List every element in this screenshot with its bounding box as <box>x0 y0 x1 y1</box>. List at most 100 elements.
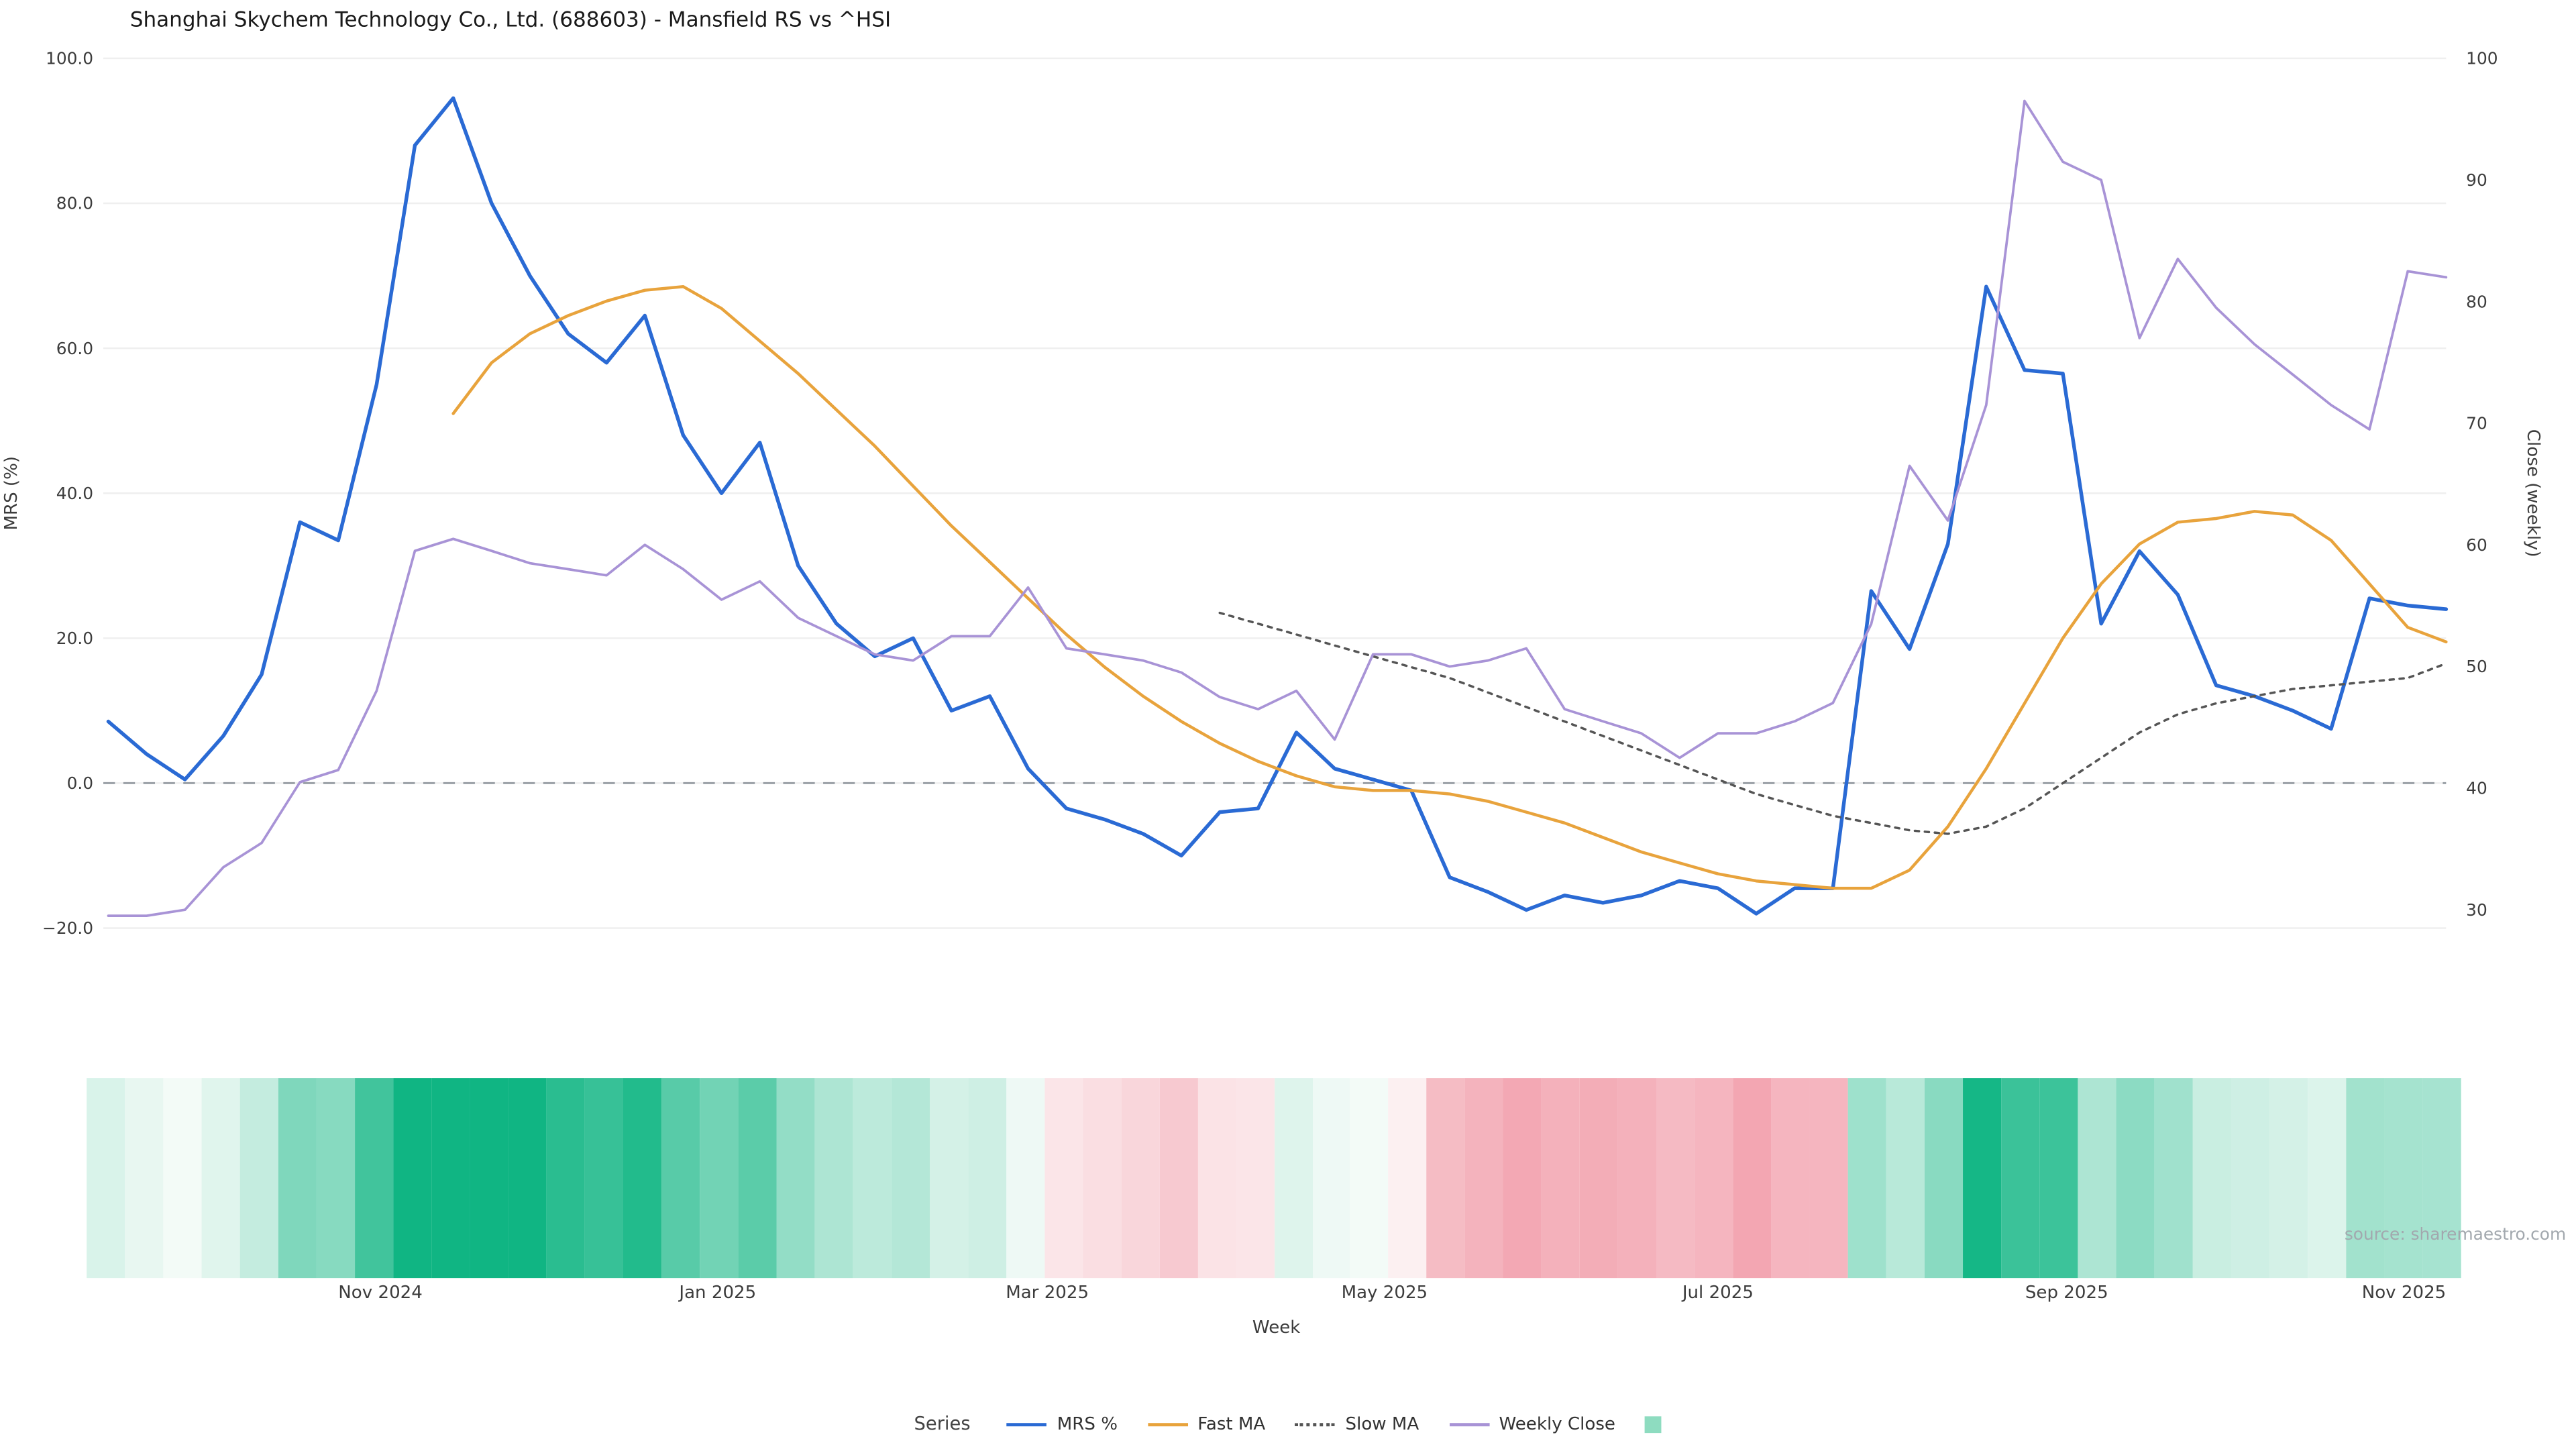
heatmap-cell <box>1350 1078 1389 1279</box>
heatmap-cell <box>1656 1078 1695 1279</box>
heatmap-cell <box>508 1078 547 1279</box>
x-axis-tick: May 2025 <box>1342 1283 1428 1303</box>
heatmap-cell <box>2039 1078 2078 1279</box>
left-axis-tick: 80.0 <box>56 194 93 213</box>
series-slow-ma <box>1218 611 2448 835</box>
heatmap-cell <box>891 1078 930 1279</box>
heatmap-cell <box>2384 1078 2423 1279</box>
heatmap-cell <box>929 1078 968 1279</box>
x-axis-tick: Jul 2025 <box>1681 1283 1754 1303</box>
left-axis-tick: 20.0 <box>56 629 93 648</box>
heatmap-cell <box>1772 1078 1811 1279</box>
heatmap-cell <box>2308 1078 2347 1279</box>
right-axis-tick: 50 <box>2466 657 2487 676</box>
heatmap-cell <box>1159 1078 1197 1279</box>
heatmap-cell <box>737 1078 776 1279</box>
heatmap-cell <box>1886 1078 1925 1279</box>
heatmap-cell <box>470 1078 508 1279</box>
legend-item-heatmap <box>1645 1415 1662 1432</box>
heatmap-cell <box>967 1078 1006 1279</box>
line-swatch-icon <box>1448 1422 1489 1426</box>
heatmap-swatch-icon <box>1645 1415 1662 1432</box>
left-axis-tick: 60.0 <box>56 339 93 358</box>
legend-item-weekly-close: Weekly Close <box>1448 1414 1615 1434</box>
heatmap-cell <box>623 1078 661 1279</box>
x-axis-tick: Nov 2025 <box>2362 1283 2447 1303</box>
heatmap-cell <box>1197 1078 1236 1279</box>
heatmap-cell <box>1503 1078 1542 1279</box>
heatmap-cell <box>2001 1078 2040 1279</box>
heatmap-cell <box>1963 1078 2002 1279</box>
heatmap-cell <box>1082 1078 1121 1279</box>
heatmap-cell <box>1580 1078 1619 1279</box>
heatmap-cell <box>2116 1078 2155 1279</box>
heatmap-cell <box>316 1078 355 1279</box>
left-axis-tick: 40.0 <box>56 484 93 503</box>
heatmap-cell <box>125 1078 164 1279</box>
heatmap-cell <box>1312 1078 1351 1279</box>
heatmap-cell <box>1925 1078 1964 1279</box>
chart-title: Shanghai Skychem Technology Co., Ltd. (6… <box>129 6 892 32</box>
x-axis-label: Week <box>1252 1318 1301 1338</box>
heatmap-cell <box>852 1078 892 1279</box>
heatmap-cell <box>1542 1078 1580 1279</box>
heatmap-cell <box>775 1078 814 1279</box>
series-mrs- <box>106 96 2449 916</box>
right-axis-tick: 60 <box>2466 535 2487 555</box>
heatmap-cell <box>354 1078 393 1279</box>
x-axis-tick: Jan 2025 <box>678 1283 756 1303</box>
heatmap-cell <box>278 1078 317 1279</box>
right-axis-label: Close (weekly) <box>2523 429 2543 557</box>
heatmap-cell <box>1618 1078 1657 1279</box>
heatmap-cell <box>2078 1078 2116 1279</box>
legend-title: Series <box>914 1413 971 1435</box>
left-axis-tick: 0.0 <box>67 773 94 793</box>
left-axis-label: MRS (%) <box>1 456 21 531</box>
legend-label: Slow MA <box>1345 1413 1419 1434</box>
heatmap-cell <box>2155 1078 2194 1279</box>
right-axis-tick: 30 <box>2466 900 2487 920</box>
heatmap-cell <box>201 1078 240 1279</box>
left-axis-tick: 100.0 <box>46 49 93 68</box>
heatmap-cell <box>1044 1078 1083 1279</box>
heatmap-cell <box>1389 1078 1428 1279</box>
heatmap-cell <box>1235 1078 1274 1279</box>
series-fast-ma <box>451 284 2448 890</box>
heatmap-cell <box>661 1078 700 1279</box>
x-axis-tick: Mar 2025 <box>1006 1283 1089 1303</box>
heatmap-cell <box>1733 1078 1772 1279</box>
x-axis-tick: Nov 2024 <box>338 1283 423 1303</box>
heatmap-cell <box>87 1078 125 1279</box>
right-axis-tick: 70 <box>2466 414 2487 433</box>
legend-item-slow-ma: Slow MA <box>1295 1414 1419 1434</box>
x-axis-tick: Sep 2025 <box>2025 1283 2108 1303</box>
heatmap-cell <box>431 1078 470 1279</box>
line-swatch-icon <box>1295 1422 1336 1426</box>
right-axis-tick: 100 <box>2466 49 2498 68</box>
mrs-heatmap-strip <box>87 1078 2461 1279</box>
heatmap-cell <box>2269 1078 2308 1279</box>
legend-items: MRS % Fast MA Slow MA Weekly Close <box>1007 1414 1662 1434</box>
heatmap-cell <box>1006 1078 1044 1279</box>
heatmap-cell <box>1120 1078 1159 1279</box>
line-swatch-icon <box>1007 1422 1047 1426</box>
heatmap-cell <box>1848 1078 1887 1279</box>
source-attribution: source: sharemaestro.com <box>2344 1226 2567 1245</box>
heatmap-cell <box>163 1078 202 1279</box>
legend-label: Fast MA <box>1197 1413 1266 1434</box>
heatmap-cell <box>1695 1078 1734 1279</box>
heatmap-cell <box>2346 1078 2385 1279</box>
chart-legend: Series MRS % Fast MA Slow MA Weekly Close <box>0 1413 2576 1435</box>
heatmap-cell <box>546 1078 585 1279</box>
right-axis-tick: 80 <box>2466 292 2487 311</box>
heatmap-cell <box>1273 1078 1313 1279</box>
legend-item-fast-ma: Fast MA <box>1147 1413 1266 1434</box>
heatmap-cell <box>1810 1078 1849 1279</box>
heatmap-cell <box>239 1078 278 1279</box>
heatmap-cell <box>2422 1078 2461 1279</box>
line-swatch-icon <box>1147 1422 1188 1426</box>
heatmap-cell <box>392 1078 431 1279</box>
heatmap-cell <box>1465 1078 1504 1279</box>
